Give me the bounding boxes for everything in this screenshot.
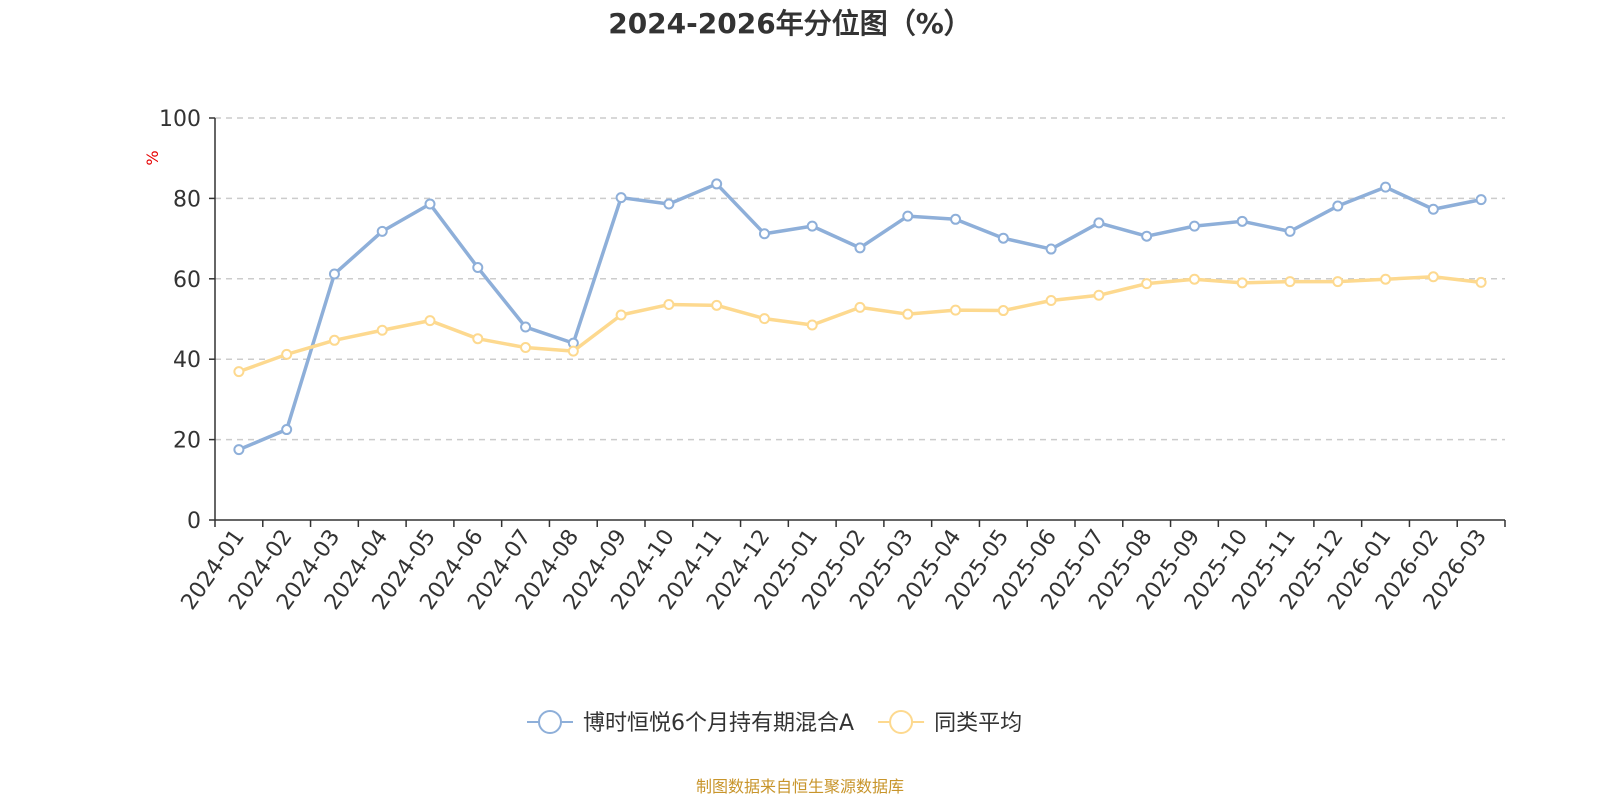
legend-marker [889, 710, 914, 734]
data-point[interactable] [376, 324, 388, 336]
data-point[interactable] [758, 228, 770, 240]
data-point[interactable] [806, 220, 818, 232]
data-point[interactable] [520, 321, 532, 333]
series-layer [233, 178, 1487, 456]
data-point[interactable] [758, 313, 770, 325]
data-point[interactable] [1284, 225, 1296, 237]
data-point[interactable] [1188, 273, 1200, 285]
data-point[interactable] [950, 213, 962, 225]
legend-marker [538, 710, 562, 734]
data-point[interactable] [1475, 276, 1487, 288]
data-point[interactable] [902, 210, 914, 222]
data-point[interactable] [281, 348, 293, 360]
series-2 [233, 271, 1487, 378]
data-point[interactable] [902, 308, 914, 320]
data-point[interactable] [233, 444, 245, 456]
data-point[interactable] [854, 242, 866, 254]
data-point[interactable] [376, 225, 388, 237]
data-point[interactable] [1093, 289, 1105, 301]
data-point[interactable] [1332, 200, 1344, 212]
data-point[interactable] [472, 262, 484, 274]
data-point[interactable] [1236, 277, 1248, 289]
grid-lines [215, 117, 1505, 441]
data-point[interactable] [711, 178, 723, 190]
data-point[interactable] [1093, 217, 1105, 229]
source-note: 制图数据来自恒生聚源数据库 [696, 777, 904, 796]
data-point[interactable] [472, 333, 484, 345]
data-point[interactable] [1427, 271, 1439, 283]
data-point[interactable] [711, 299, 723, 311]
data-point[interactable] [950, 304, 962, 316]
data-point[interactable] [1045, 295, 1057, 307]
data-point[interactable] [663, 198, 675, 210]
data-point[interactable] [328, 268, 340, 280]
y-tick-label: 40 [173, 348, 201, 373]
data-point[interactable] [520, 342, 532, 354]
x-tick-labels: 2024-012024-022024-032024-042024-052024-… [177, 525, 1492, 615]
data-point[interactable] [997, 232, 1009, 244]
y-tick-label: 20 [173, 429, 201, 454]
series-line [238, 275, 1482, 374]
legend-label: 博时恒悦6个月持有期混合A [583, 711, 854, 736]
axes [209, 117, 1506, 527]
y-axis-unit-label: % [143, 150, 162, 165]
series-line [238, 182, 1482, 452]
y-tick-labels: 0 20 40 60 80 100 [159, 107, 201, 534]
y-tick-label: 60 [173, 268, 201, 293]
data-point[interactable] [1332, 276, 1344, 288]
data-point[interactable] [567, 345, 579, 357]
data-point[interactable] [281, 424, 293, 436]
legend-label: 同类平均 [934, 711, 1022, 736]
data-point[interactable] [1141, 278, 1153, 290]
data-point[interactable] [424, 198, 436, 210]
data-point[interactable] [615, 309, 627, 321]
y-tick-label: 80 [173, 187, 201, 212]
data-point[interactable] [806, 319, 818, 331]
data-point[interactable] [854, 301, 866, 313]
data-point[interactable] [1236, 215, 1248, 227]
series-1 [233, 178, 1487, 456]
data-point[interactable] [1427, 203, 1439, 215]
data-point[interactable] [328, 334, 340, 346]
data-point[interactable] [424, 315, 436, 327]
data-point[interactable] [233, 366, 245, 378]
legend[interactable]: 博时恒悦6个月持有期混合A 同类平均 [527, 710, 1022, 736]
data-point[interactable] [1380, 181, 1392, 193]
data-point[interactable] [1045, 243, 1057, 255]
chart-title: 2024-2026年分位图（%） [608, 7, 972, 40]
data-point[interactable] [1475, 194, 1487, 206]
data-point[interactable] [1380, 273, 1392, 285]
data-point[interactable] [997, 305, 1009, 317]
data-point[interactable] [1284, 276, 1296, 288]
y-tick-label: 0 [187, 509, 201, 534]
data-point[interactable] [1141, 230, 1153, 242]
data-point[interactable] [1188, 220, 1200, 232]
data-point[interactable] [663, 299, 675, 311]
data-point[interactable] [615, 192, 627, 204]
legend-item-1[interactable]: 博时恒悦6个月持有期混合A [527, 710, 854, 736]
y-tick-label: 100 [159, 107, 201, 132]
legend-item-2[interactable]: 同类平均 [878, 710, 1022, 736]
